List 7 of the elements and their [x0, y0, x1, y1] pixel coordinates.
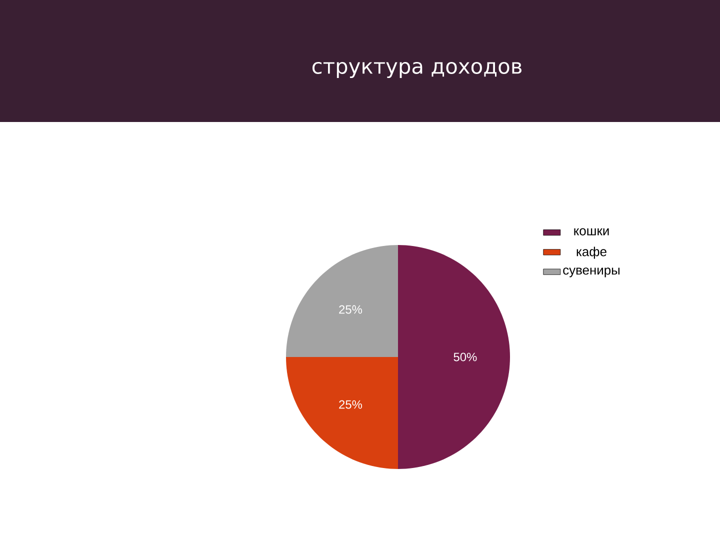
data-label: 25% [339, 400, 362, 409]
legend-label: кошки [574, 228, 609, 236]
legend-label: кафе [576, 246, 606, 259]
chart-title: структура доходов [312, 62, 522, 78]
legend-label: сувениры [563, 268, 620, 278]
data-label: 50% [454, 352, 477, 362]
data-label: 25% [339, 305, 362, 314]
